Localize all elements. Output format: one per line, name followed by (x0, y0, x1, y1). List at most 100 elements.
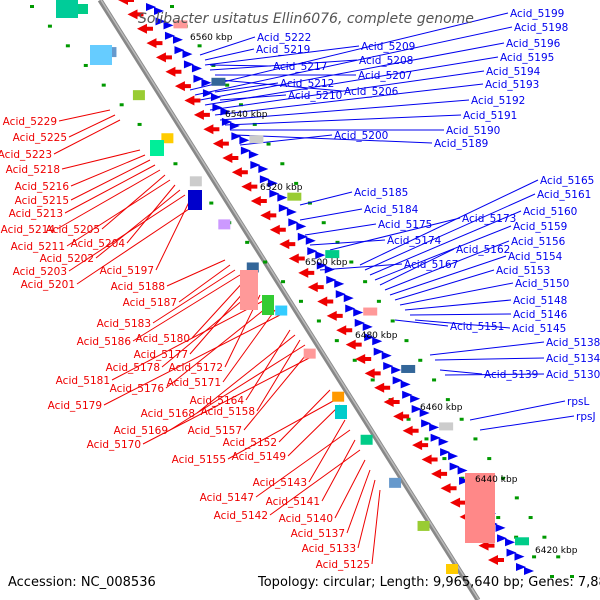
scale-dot (238, 103, 243, 107)
scale-label: 6480 kbp (355, 331, 398, 341)
gene-connector (269, 449, 361, 516)
forward-gene-arrow (240, 146, 251, 155)
gene-block (218, 219, 231, 230)
gene-block (262, 295, 274, 315)
gene-connector (404, 299, 512, 311)
gene-label: Acid_5125 (316, 559, 370, 571)
gene-connector (70, 159, 151, 201)
gene-label: Acid_5167 (404, 259, 458, 271)
gene-connector (309, 239, 386, 246)
forward-gene-arrow (419, 409, 430, 418)
gene-connector (64, 164, 156, 214)
gene-connector (166, 259, 226, 287)
forward-gene-arrow (373, 347, 384, 356)
reverse-gene-arrow (288, 253, 305, 264)
gene-block (401, 364, 416, 373)
gene-connector (364, 193, 536, 271)
reverse-gene-arrow (184, 95, 201, 106)
gene-block (211, 77, 226, 86)
gene-label: Acid_5211 (11, 241, 65, 253)
gene-label: Acid_5225 (13, 132, 67, 144)
gene-label: Acid_5204 (71, 238, 126, 250)
forward-gene-arrow (231, 132, 242, 141)
scale-dot (65, 44, 70, 48)
forward-gene-arrow (411, 405, 422, 414)
gene-label: Acid_5178 (106, 362, 160, 374)
gene-label: Acid_5138 (546, 337, 600, 349)
gene-label: Acid_5189 (434, 138, 488, 150)
gene-connector (239, 134, 333, 146)
gene-connector (219, 94, 287, 101)
gene-label: Acid_5139 (484, 369, 538, 381)
scale-label: 6500 kbp (305, 258, 348, 268)
gene-connector (227, 399, 336, 460)
gene-block (56, 0, 78, 18)
gene-block (249, 135, 264, 144)
gene-connector (103, 314, 281, 406)
scale-dot (556, 555, 561, 559)
gene-label: Acid_5146 (513, 309, 568, 321)
forward-gene-arrow (163, 21, 174, 30)
forward-gene-arrow (497, 534, 508, 543)
forward-gene-arrow (267, 179, 278, 188)
gene-block (188, 190, 202, 210)
reverse-gene-arrow (250, 196, 267, 207)
forward-gene-arrow (258, 164, 269, 173)
gene-connector (68, 114, 116, 138)
scale-dot (442, 457, 447, 461)
scale-dot (83, 63, 88, 67)
gene-connector (359, 179, 539, 266)
forward-gene-arrow (449, 462, 460, 471)
forward-gene-arrow (183, 60, 194, 69)
gene-connector (384, 240, 510, 291)
gene-label: Acid_5202 (40, 253, 94, 265)
scale-label: 6560 kbp (190, 33, 233, 43)
gene-block (325, 250, 340, 259)
gene-block (161, 133, 174, 144)
forward-gene-arrow (343, 294, 354, 303)
gene-block (173, 20, 188, 29)
forward-gene-arrow (191, 64, 202, 73)
gene-features (56, 0, 534, 575)
gene-label: Acid_5185 (354, 187, 408, 199)
forward-gene-arrow (259, 175, 270, 184)
gene-connector (429, 341, 545, 356)
reverse-gene-arrow (488, 555, 504, 565)
scale-dot (101, 83, 106, 87)
forward-gene-arrow (402, 390, 413, 399)
gene-connector (132, 274, 241, 342)
scale-label: 6540 kbp (225, 110, 268, 120)
scale-dot (30, 5, 34, 8)
scale-dot (245, 240, 250, 244)
scale-dot (316, 319, 321, 323)
scale-dot (432, 378, 437, 382)
gene-connector (234, 134, 433, 144)
scale-dot (542, 535, 547, 539)
gene-connector (76, 204, 196, 285)
gene-label: Acid_5193 (485, 79, 539, 91)
reverse-gene-arrow (127, 9, 144, 20)
gene-label: Acid_5174 (387, 235, 442, 247)
scale-label: 6520 kbp (260, 183, 303, 193)
gene-label: Acid_5137 (291, 528, 345, 540)
gene-block (275, 305, 288, 316)
gene-label: Acid_5155 (172, 454, 226, 466)
forward-gene-arrow (269, 189, 280, 198)
scale-dot (404, 339, 409, 343)
forward-gene-arrow (182, 50, 193, 59)
gene-connector (371, 489, 381, 565)
gene-label: Acid_5194 (486, 66, 541, 78)
gene-label: Acid_5216 (15, 181, 70, 193)
gene-connector (56, 169, 161, 230)
gene-label: Acid_5218 (6, 164, 60, 176)
gene-label: Acid_5170 (87, 439, 141, 451)
gene-block (332, 391, 345, 402)
gene-block (132, 90, 145, 101)
gene-connector (219, 99, 470, 121)
scale-dot (550, 575, 554, 578)
reverse-gene-arrow (136, 23, 153, 34)
gene-label: Acid_5156 (511, 236, 566, 248)
gene-connector (214, 83, 484, 116)
reverse-gene-arrow (478, 540, 495, 551)
gene-block (287, 192, 302, 201)
